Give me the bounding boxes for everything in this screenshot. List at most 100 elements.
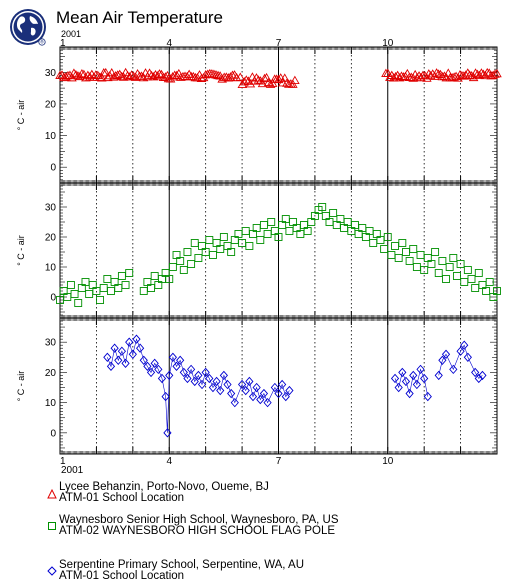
data-point-diamond xyxy=(434,370,443,381)
data-point-square xyxy=(121,281,130,289)
data-point-square xyxy=(179,266,188,274)
data-point-diamond xyxy=(463,352,472,362)
data-point-square xyxy=(227,248,236,256)
legend-series-name: Waynesboro Senior High School, Waynesbor… xyxy=(59,514,339,526)
data-point-triangle xyxy=(466,71,477,80)
data-point-diamond xyxy=(110,343,119,353)
data-point-triangle xyxy=(172,70,182,80)
data-point-diamond xyxy=(270,382,279,393)
data-point-square xyxy=(263,230,272,238)
data-point-square xyxy=(107,287,115,295)
data-point-triangle xyxy=(110,71,121,80)
data-point-square xyxy=(190,239,199,247)
data-point-triangle xyxy=(253,75,264,84)
data-point-square xyxy=(176,257,185,265)
x-tick-label-top: 7 xyxy=(276,38,282,49)
data-point-triangle xyxy=(416,72,426,82)
data-point-triangle xyxy=(73,71,83,80)
data-point-square xyxy=(85,290,94,298)
data-point-square xyxy=(205,236,214,244)
data-point-triangle xyxy=(259,73,270,83)
data-point-triangle xyxy=(118,72,129,81)
data-point-triangle xyxy=(162,70,173,80)
data-point-triangle xyxy=(100,67,111,77)
y-tick-label: 0 xyxy=(50,163,56,174)
data-point-diamond xyxy=(212,376,221,387)
data-point-diamond xyxy=(474,373,483,384)
data-point-square xyxy=(449,254,458,262)
data-point-square xyxy=(267,218,276,226)
year-label-top: 2001 xyxy=(61,29,81,39)
data-point-triangle xyxy=(138,72,149,82)
data-point-triangle xyxy=(59,72,69,82)
data-point-diamond xyxy=(187,364,196,375)
y-tick-label: 10 xyxy=(45,131,57,142)
chart-title: Mean Air Temperature xyxy=(56,8,223,27)
data-point-square xyxy=(445,263,454,271)
data-point-triangle xyxy=(427,69,438,78)
data-point-diamond xyxy=(252,382,261,393)
data-point-square xyxy=(183,248,192,256)
data-point-diamond xyxy=(449,364,458,375)
data-point-diamond xyxy=(128,349,137,359)
data-point-diamond xyxy=(438,355,447,365)
data-point-square xyxy=(99,284,108,292)
data-point-triangle xyxy=(265,79,276,88)
data-point-triangle xyxy=(472,69,483,78)
data-point-diamond xyxy=(278,379,287,390)
data-point-square xyxy=(405,257,414,265)
legend-series-name: Serpentine Primary School, Serpentine, W… xyxy=(59,559,305,571)
data-point-diamond xyxy=(146,367,156,378)
data-point-square xyxy=(463,266,472,274)
data-point-square xyxy=(467,275,476,283)
data-point-triangle xyxy=(464,70,475,79)
data-point-diamond xyxy=(401,376,411,387)
svg-text:®: ® xyxy=(40,39,45,46)
series-line xyxy=(438,344,483,379)
data-point-triangle xyxy=(394,73,405,82)
data-point-triangle xyxy=(188,71,199,81)
data-point-diamond xyxy=(420,373,429,384)
y-tick-label: 20 xyxy=(45,99,57,110)
data-point-triangle xyxy=(77,68,87,78)
data-point-triangle xyxy=(69,68,79,77)
y-tick-label: 0 xyxy=(50,428,56,439)
data-point-triangle xyxy=(150,69,161,79)
data-point-diamond xyxy=(409,370,418,381)
data-point-triangle xyxy=(158,72,169,81)
data-point-diamond xyxy=(176,355,185,365)
data-point-triangle xyxy=(126,70,137,79)
data-point-triangle xyxy=(116,71,127,81)
data-point-square xyxy=(493,287,501,295)
data-point-diamond xyxy=(103,352,112,362)
data-point-square xyxy=(482,287,491,295)
data-point-triangle xyxy=(478,69,489,78)
data-point-square xyxy=(241,227,250,235)
data-point-square xyxy=(460,278,469,286)
y-axis-label: ° C - air xyxy=(16,371,26,402)
data-point-triangle xyxy=(290,75,300,85)
data-point-square xyxy=(256,236,265,244)
data-point-triangle xyxy=(257,78,268,88)
data-point-triangle xyxy=(245,79,256,88)
data-point-diamond xyxy=(223,379,232,390)
triangle-marker-icon xyxy=(47,489,57,499)
globe-logo-icon: ® xyxy=(10,9,46,46)
data-point-square xyxy=(420,266,429,274)
data-point-square xyxy=(442,275,450,283)
data-point-diamond xyxy=(201,367,210,378)
data-point-square xyxy=(456,260,465,268)
data-point-square xyxy=(398,239,407,247)
data-point-square xyxy=(194,254,203,262)
data-point-triangle xyxy=(184,69,194,78)
data-point-triangle xyxy=(112,70,123,79)
data-point-square xyxy=(438,257,447,265)
data-point-diamond xyxy=(281,391,290,402)
data-point-triangle xyxy=(251,73,262,82)
data-point-square xyxy=(139,287,148,295)
data-point-square xyxy=(380,245,389,253)
data-point-diamond xyxy=(121,358,130,369)
data-point-diamond xyxy=(256,394,265,405)
data-point-diamond xyxy=(412,379,421,390)
x-tick-label-top: 10 xyxy=(382,38,394,49)
